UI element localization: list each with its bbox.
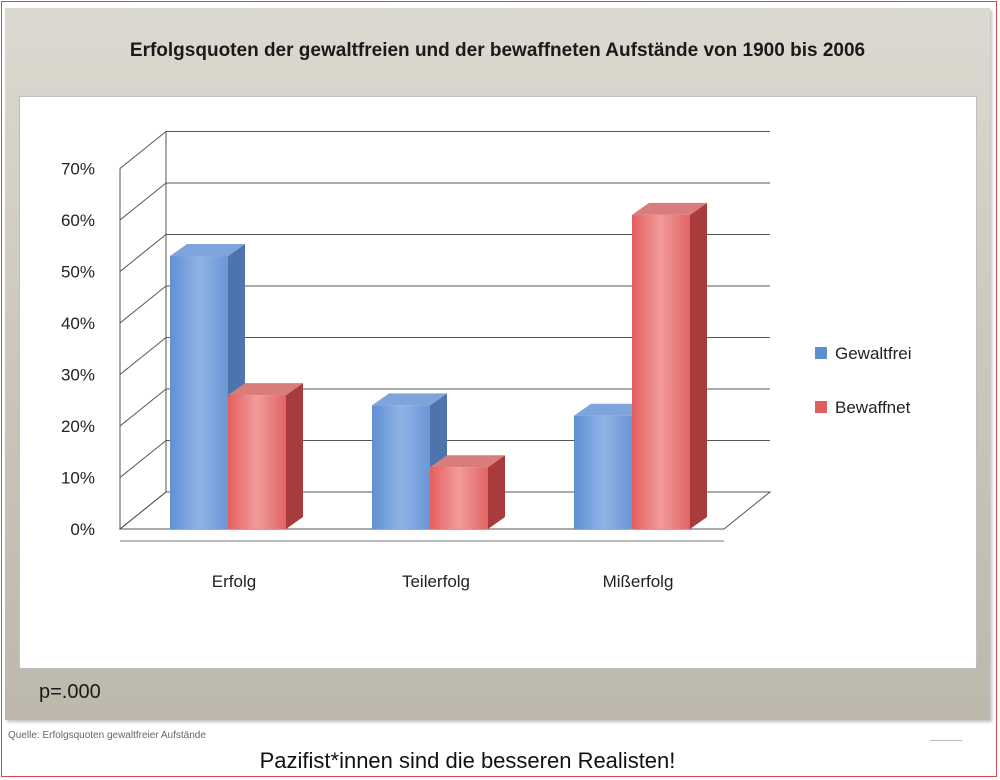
legend-swatch-gewaltfrei — [815, 347, 827, 359]
y-tick-label: 50% — [61, 263, 95, 282]
bar-side — [488, 455, 505, 529]
x-tick-label: Teilerfolg — [402, 572, 470, 591]
gridline-side — [119, 337, 167, 375]
y-tick-label: 70% — [61, 160, 95, 179]
bar-top — [228, 383, 303, 396]
divider — [930, 740, 962, 741]
gridline-side — [119, 234, 167, 272]
bar-gewaltfrei-erfolg — [170, 256, 228, 529]
chart-panel: 0% 10% 20% 30% 40% 50% 60% 70% Erfolg Teilerfolg M… — [19, 96, 977, 669]
bar-gewaltfrei-mißerfolg — [574, 415, 632, 529]
bar-top — [430, 455, 505, 468]
bar-bewaffnet-erfolg — [228, 395, 286, 529]
y-tick-label: 60% — [61, 211, 95, 230]
bar-top — [372, 393, 447, 406]
chart-title: Erfolgsquoten der gewaltfreien und der b… — [129, 40, 866, 61]
bar-top — [574, 403, 649, 416]
x-tick-label: Erfolg — [212, 572, 256, 591]
y-tick-label: 20% — [61, 417, 95, 436]
x-tick-label: Mißerfolg — [603, 572, 674, 591]
y-tick-label: 30% — [61, 366, 95, 385]
gridline-side — [119, 131, 167, 169]
gridline-side — [119, 182, 167, 221]
bar-bewaffnet-teilerfolg — [430, 467, 488, 529]
p-value: p=.000 — [39, 681, 101, 703]
bar-side — [690, 202, 707, 529]
legend-swatch-bewaffnet — [815, 401, 827, 413]
bar-top — [170, 244, 245, 257]
y-tick-label: 0% — [70, 520, 95, 539]
gridline-side — [119, 285, 167, 324]
chart-floor — [118, 491, 772, 530]
legend-label-bewaffnet: Bewaffnet — [835, 398, 911, 417]
gridline-side — [119, 388, 167, 427]
y-tick-label: 40% — [61, 314, 95, 333]
y-tick-label: 10% — [61, 469, 95, 488]
bar-side — [286, 383, 303, 529]
bar-gewaltfrei-teilerfolg — [372, 405, 430, 529]
bar-chart: 0% 10% 20% 30% 40% 50% 60% 70% Erfolg Teilerfolg M… — [61, 131, 912, 591]
source-note: Quelle: Erfolgsquoten gewaltfreier Aufst… — [8, 730, 206, 741]
bar-bewaffnet-mißerfolg — [632, 214, 690, 529]
slide: Erfolgsquoten der gewaltfreien und der b… — [5, 8, 990, 720]
bar-top — [632, 202, 707, 215]
legend-label-gewaltfrei: Gewaltfrei — [835, 344, 912, 363]
gridline-side — [119, 440, 167, 478]
caption: Pazifist*innen sind die besseren Realist… — [259, 748, 676, 773]
